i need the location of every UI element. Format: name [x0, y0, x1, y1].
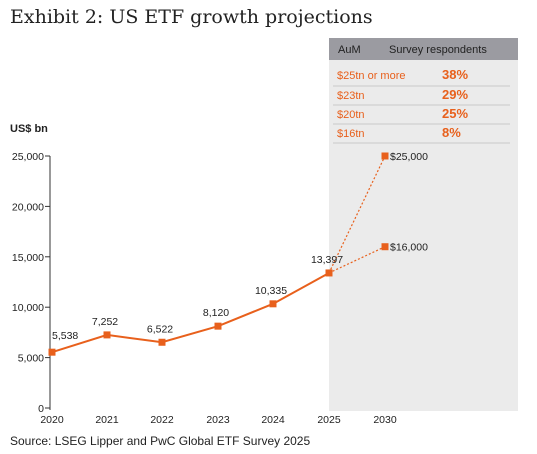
table-pct: 29%	[442, 87, 468, 102]
data-point	[381, 243, 389, 251]
table-aum: $25tn or more	[337, 70, 405, 82]
data-label: $16,000	[390, 242, 428, 254]
chart-title: Exhibit 2: US ETF growth projections	[10, 6, 373, 28]
table-row: $20tn 25%	[333, 106, 510, 125]
y-axis-unit: US$ bn	[10, 123, 48, 135]
y-tick-label: 15,000	[12, 252, 44, 264]
x-tick-label: 2021	[95, 414, 119, 426]
y-tick-label: 5,000	[18, 353, 44, 365]
data-point	[381, 152, 389, 160]
table-header-aum: AuM	[338, 44, 361, 56]
x-tick-label: 2025	[317, 414, 341, 426]
data-label: 13,397	[311, 254, 343, 266]
data-point	[214, 322, 222, 330]
y-tick-label: 10,000	[12, 302, 44, 314]
table-aum: $20tn	[337, 109, 365, 121]
y-tick-label: 0	[38, 403, 44, 415]
x-tick-label: 2030	[373, 414, 397, 426]
series-line	[51, 272, 330, 354]
projection-line	[328, 155, 386, 274]
table-header	[329, 38, 518, 60]
data-label: 7,252	[92, 316, 118, 328]
x-tick-label: 2024	[261, 414, 285, 426]
data-label: 5,538	[52, 330, 78, 342]
source-note: Source: LSEG Lipper and PwC Global ETF S…	[10, 434, 311, 448]
data-label: $25,000	[390, 151, 428, 163]
y-tick-label: 25,000	[12, 151, 44, 163]
data-label: 8,120	[203, 307, 229, 319]
table-row: $25tn or more 38%	[333, 67, 510, 87]
table-pct: 8%	[442, 125, 461, 140]
data-point	[325, 269, 333, 277]
table-aum: $16tn	[337, 128, 365, 140]
data-point	[48, 348, 56, 356]
x-tick-label: 2022	[150, 414, 174, 426]
table-pct: 38%	[442, 67, 468, 82]
data-point	[269, 300, 277, 308]
y-tick-label: 20,000	[12, 201, 44, 213]
plot-area: 0 5,000 10,000 15,000 20,000 25,000 2020 2021 20…	[12, 151, 428, 426]
x-tick-label: 2023	[206, 414, 230, 426]
x-tick-label: 2020	[40, 414, 64, 426]
data-label: 10,335	[255, 285, 287, 297]
table-row: $23tn 29%	[333, 87, 510, 106]
data-label: 6,522	[147, 323, 173, 335]
table-aum: $23tn	[337, 90, 365, 102]
projection-area	[329, 38, 518, 411]
data-point	[158, 338, 166, 346]
table-pct: 25%	[442, 106, 468, 121]
table-header-respondents: Survey respondents	[389, 44, 487, 56]
table-row: $16tn 8%	[333, 125, 510, 144]
data-point	[103, 331, 111, 339]
